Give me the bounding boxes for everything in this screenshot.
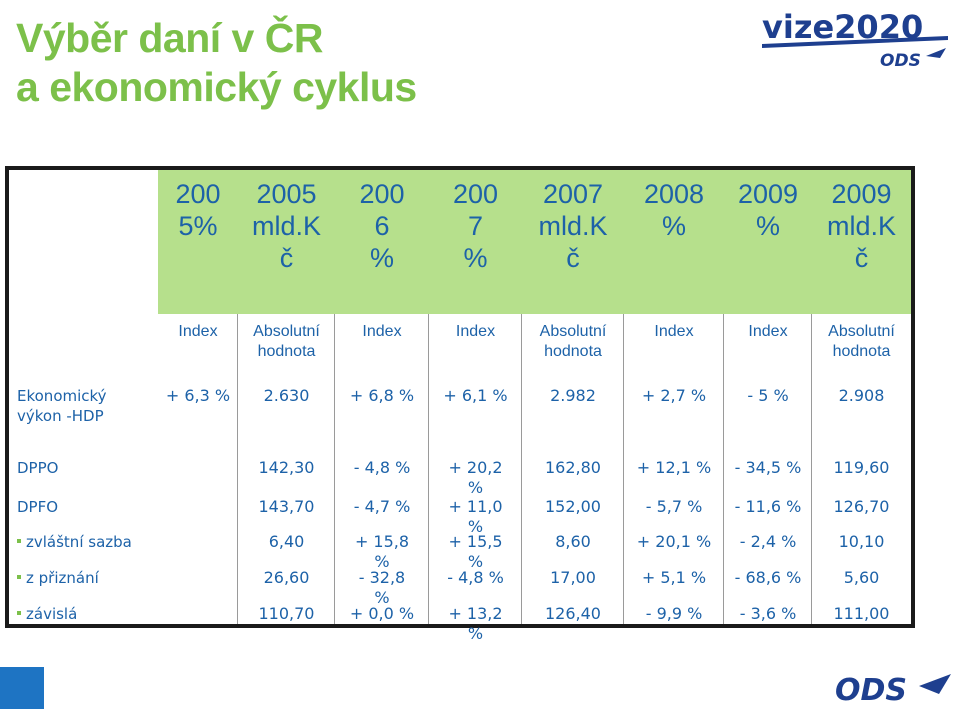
year-header: 200 6 % [359,179,405,273]
table-cell: + 13,2 % [448,604,503,643]
column-divider [623,314,624,624]
year-header: 2009 mld.K č [826,179,897,273]
table-cell: + 0,0 % [349,604,415,623]
row-label: závislá [17,604,77,624]
row-label: zvláštní sazba [17,532,132,552]
vize2020-ods-text: ODS [880,51,921,68]
table-cell: + 6,1 % [443,386,508,405]
year-header: 2008 % [643,179,705,241]
table-cell: + 12,1 % [636,458,712,477]
value-type-header: Absolutní hodnota [539,323,607,360]
row-label-text: DPPO [17,459,59,477]
table-cell: + 15,8 % [354,532,410,571]
table-cell: 26,60 [263,568,310,587]
table-cell: - 11,6 % [734,497,802,516]
ods-logo-text: ODS [835,673,907,704]
year-header: 2007 mld.K č [538,179,608,273]
table-cell: 126,40 [545,604,601,623]
row-label: z přiznání [17,568,99,588]
column-divider [521,314,522,624]
table-cell: + 2,7 % [641,386,707,405]
row-label-text: DPFO [17,498,59,516]
slide-title: Výběr daní v ČR a ekonomický cyklus [16,14,417,112]
value-type-header: Index [654,323,694,340]
table-cell: - 32,8 % [358,568,406,607]
table-cell: - 4,7 % [353,497,411,516]
value-type-header: Index [748,323,788,340]
vize2020-logo-text: vize2020 [762,8,923,46]
table-cell: 8,60 [555,532,591,551]
table-cell: 2.630 [263,386,310,405]
table-cell: 126,70 [833,497,890,516]
table-cell: 17,00 [550,568,596,587]
table-header [158,170,911,314]
year-header: 200 7 % [452,179,499,273]
corner-square [0,667,44,709]
table-cell: - 3,6 % [739,604,797,623]
row-label: Ekonomický výkon -HDP [17,386,107,426]
year-header: 2009 % [737,179,799,241]
tax-table-frame: 200 5% 2005 mld.K č 200 6 % 200 7 % 2007 mld… [5,166,915,643]
column-divider [334,314,335,624]
column-divider [723,314,724,624]
table-cell: - 4,8 % [447,568,504,587]
title-line-1: Výběr daní v ČR [16,15,323,61]
table-cell: 5,60 [843,568,880,587]
value-type-header: Absolutní hodnota [253,323,320,360]
table-cell: - 9,9 % [645,604,703,623]
bullet-icon [17,575,21,579]
table-cell: + 11,0 % [448,497,503,536]
value-type-header: Index [362,323,402,340]
table-cell: 111,00 [833,604,890,623]
year-header: 200 5% [175,179,221,241]
value-type-header: Index [178,323,218,340]
table-subheader [158,314,911,386]
table-cell: 152,00 [545,497,601,516]
table-cell: - 5 % [747,386,789,405]
table-cell: + 20,2 % [448,458,503,497]
table-cell: 10,10 [838,532,885,551]
table-cell: + 6,3 % [165,386,231,405]
table-cell: + 15,5 % [448,532,503,571]
table-cell: - 68,6 % [734,568,802,587]
table-cell: - 4,8 % [353,458,411,477]
vize2020-logo: vize2020 ODS [762,8,948,68]
title-line-2: a ekonomický cyklus [16,64,417,110]
table-cell: + 20,1 % [636,532,712,551]
table-cell: 2.908 [838,386,885,405]
bullet-icon [17,539,21,543]
tax-table: 200 5% 2005 mld.K č 200 6 % 200 7 % 2007 mld… [9,170,911,643]
row-label-text: závislá [26,605,78,623]
value-type-header: Absolutní hodnota [828,323,895,360]
table-cell: 110,70 [258,604,315,623]
table-cell: 142,30 [258,458,315,477]
table-cell: + 5,1 % [641,568,707,587]
table-cell: - 2,4 % [739,532,797,551]
row-label-text: zvláštní sazba [26,533,132,551]
table-cell: 143,70 [258,497,315,516]
table-cell: - 34,5 % [734,458,802,477]
year-header: 2005 mld.K č [251,179,322,273]
table-cell: 2.982 [550,386,596,405]
table-cell: + 6,8 % [349,386,415,405]
table-cell: - 5,7 % [645,497,703,516]
ods-logo: ODS [835,673,951,704]
column-divider [237,314,238,624]
column-divider [428,314,429,624]
row-label-text: z přiznání [26,569,99,587]
table-cell: 162,80 [545,458,601,477]
table-cell: 6,40 [268,532,305,551]
row-label: DPPO [17,458,58,478]
row-label: DPFO [17,497,58,517]
table-cell: 119,60 [833,458,890,477]
column-divider [811,314,812,624]
bullet-icon [17,611,21,615]
value-type-header: Index [455,323,496,340]
row-label-text: Ekonomický výkon -HDP [17,387,107,425]
